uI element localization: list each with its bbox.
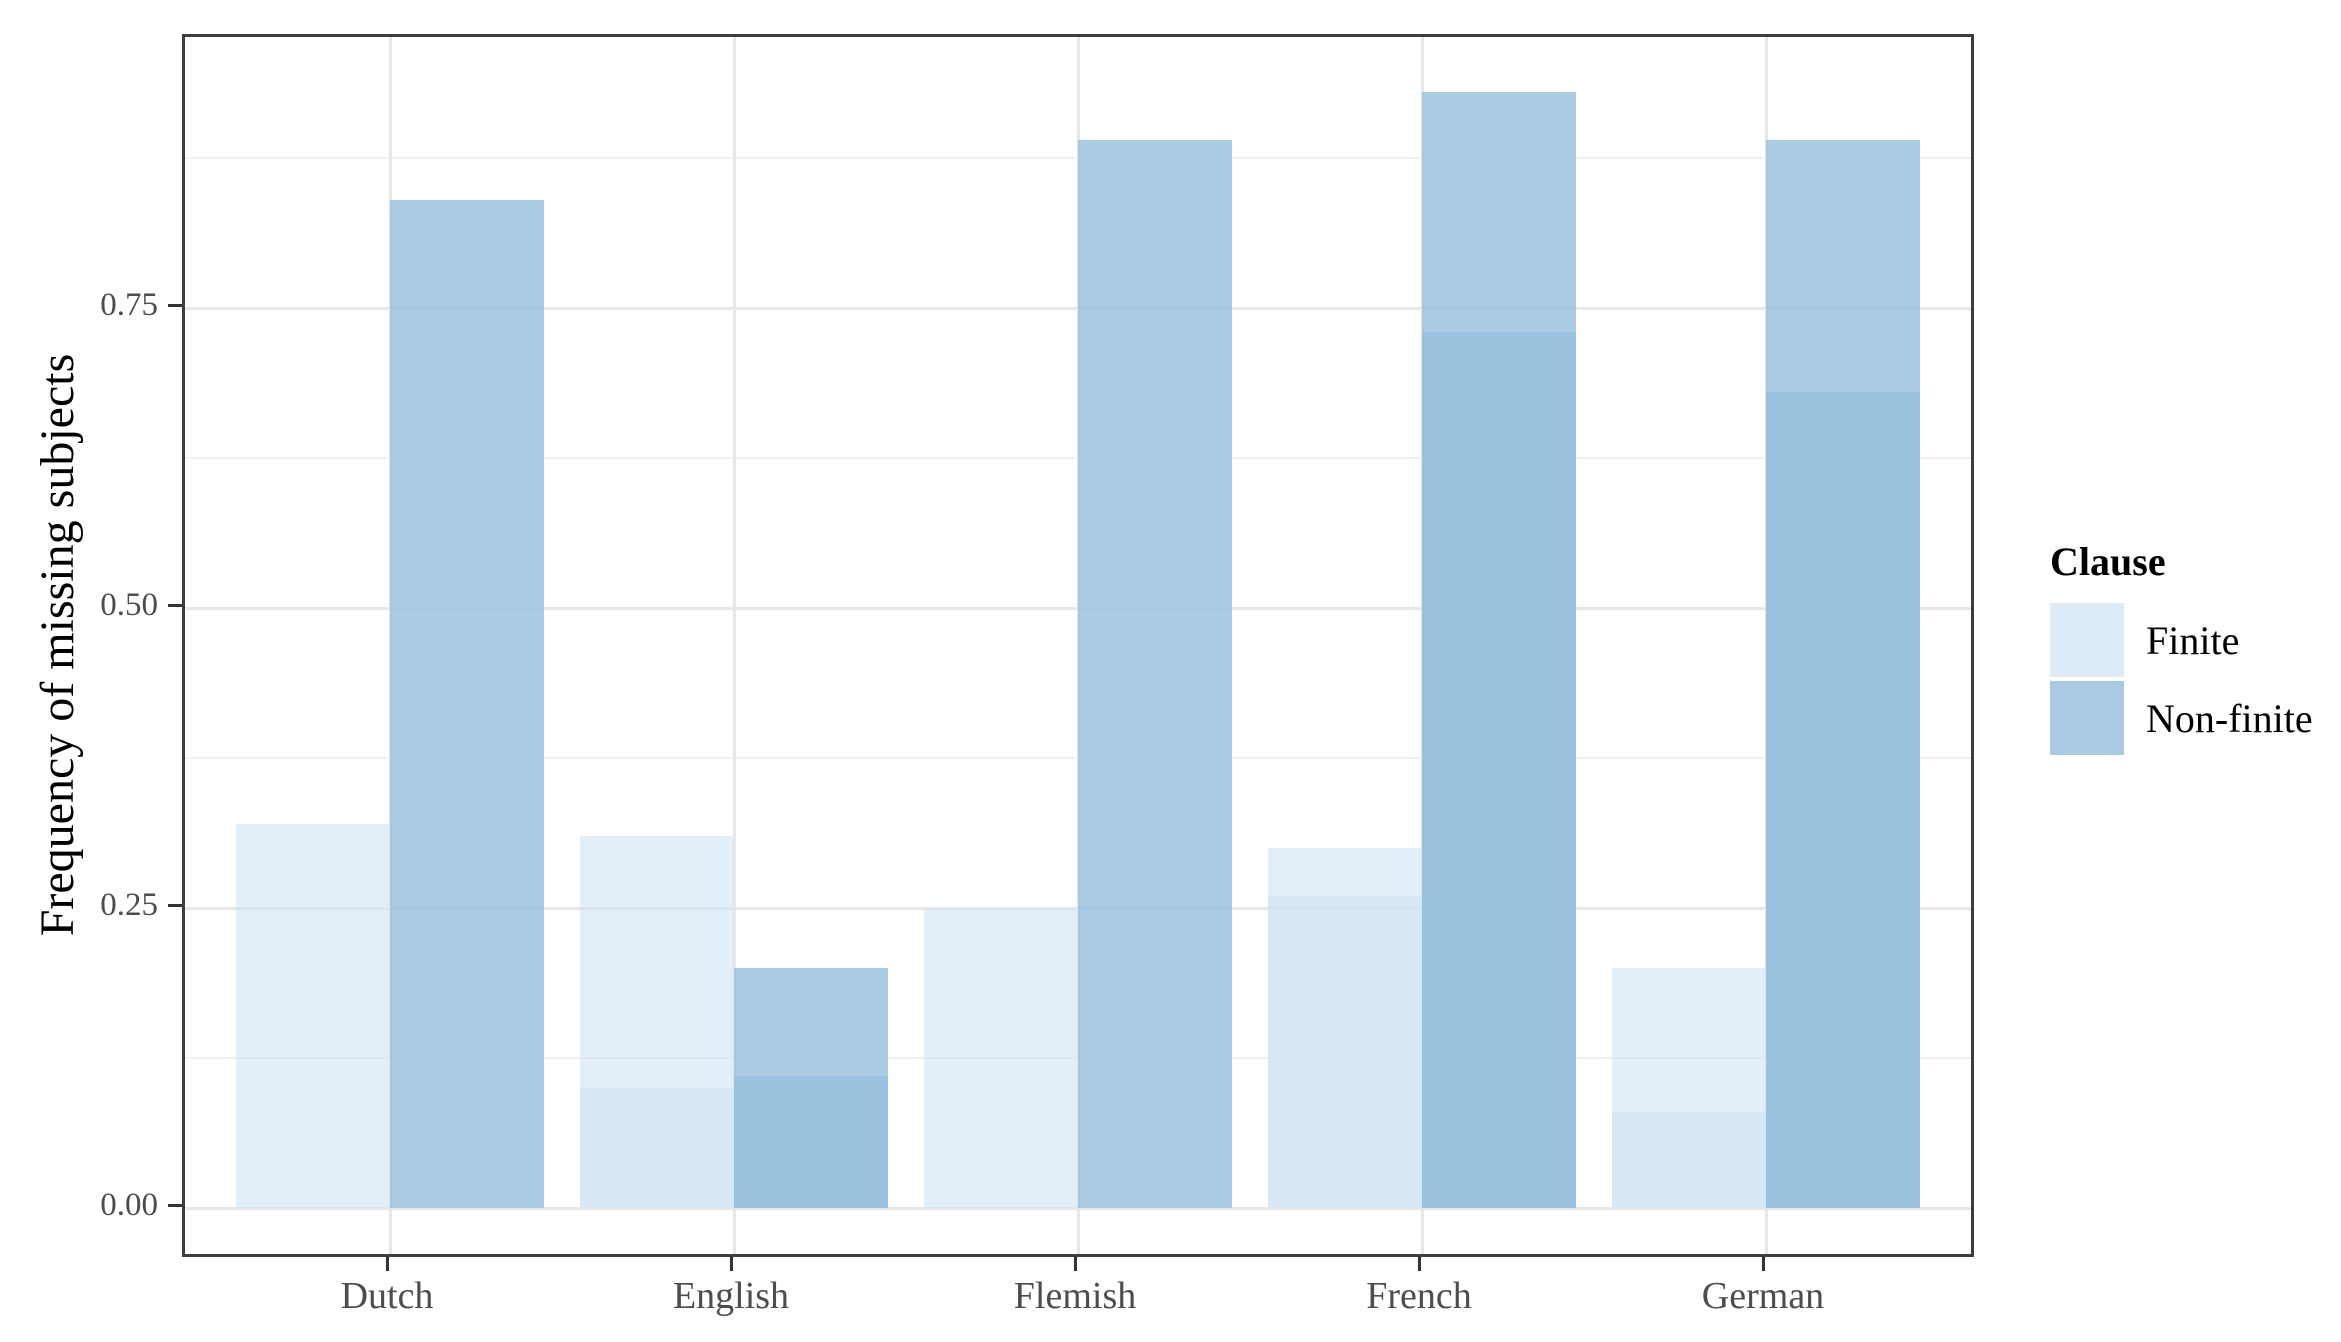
y-axis-title: Frequency of missing subjects [31, 353, 84, 937]
y-tick [168, 904, 182, 907]
bar-overlap-french-non-finite [1422, 332, 1576, 1208]
bar-overlap-french-finite [1268, 896, 1422, 1208]
x-tick [1762, 1257, 1765, 1271]
bar-overlap-english-finite [580, 1088, 734, 1208]
x-tick [1074, 1257, 1077, 1271]
x-tick [386, 1257, 389, 1271]
legend: Clause Finite Non-finite [2050, 538, 2313, 759]
bar-french-non-finite [1422, 92, 1576, 1208]
bar-english-non-finite [734, 968, 888, 1208]
x-tick [1418, 1257, 1421, 1271]
y-tick-label: 0.75 [100, 287, 158, 323]
y-tick [168, 304, 182, 307]
bar-overlap-german-non-finite [1766, 392, 1920, 1208]
y-tick [168, 1204, 182, 1207]
y-tick-label: 0.00 [100, 1187, 158, 1223]
legend-entry-finite: Finite [2050, 603, 2313, 677]
x-tick [730, 1257, 733, 1271]
legend-label-finite: Finite [2146, 617, 2240, 663]
bar-flemish-finite [924, 908, 1078, 1208]
legend-entry-non-finite: Non-finite [2050, 681, 2313, 755]
bar-flemish-non-finite [1078, 140, 1232, 1208]
bar-overlap-german-finite [1612, 1112, 1766, 1208]
legend-label-non-finite: Non-finite [2146, 695, 2313, 741]
bar-dutch-non-finite [390, 200, 544, 1208]
bar-german-non-finite [1766, 140, 1920, 1208]
bar-overlap-english-non-finite [734, 1076, 888, 1208]
bar-english-finite [580, 836, 734, 1208]
legend-title: Clause [2050, 539, 2166, 584]
y-tick-label: 0.25 [100, 887, 158, 923]
y-tick-label: 0.50 [100, 587, 158, 623]
bar-german-finite [1612, 968, 1766, 1208]
x-tick-label: Flemish [1013, 1275, 1137, 1317]
legend-swatch-finite [2050, 603, 2124, 677]
x-tick-label: German [1701, 1275, 1825, 1317]
x-tick-label: Dutch [340, 1275, 434, 1317]
x-tick-label: English [672, 1275, 790, 1317]
gridline-vertical [733, 37, 736, 1254]
bar-dutch-finite [236, 824, 390, 1208]
y-tick [168, 604, 182, 607]
x-tick-label: French [1366, 1275, 1472, 1317]
bar-french-finite [1268, 848, 1422, 1208]
legend-swatch-non-finite [2050, 681, 2124, 755]
plot-panel [182, 34, 1974, 1257]
